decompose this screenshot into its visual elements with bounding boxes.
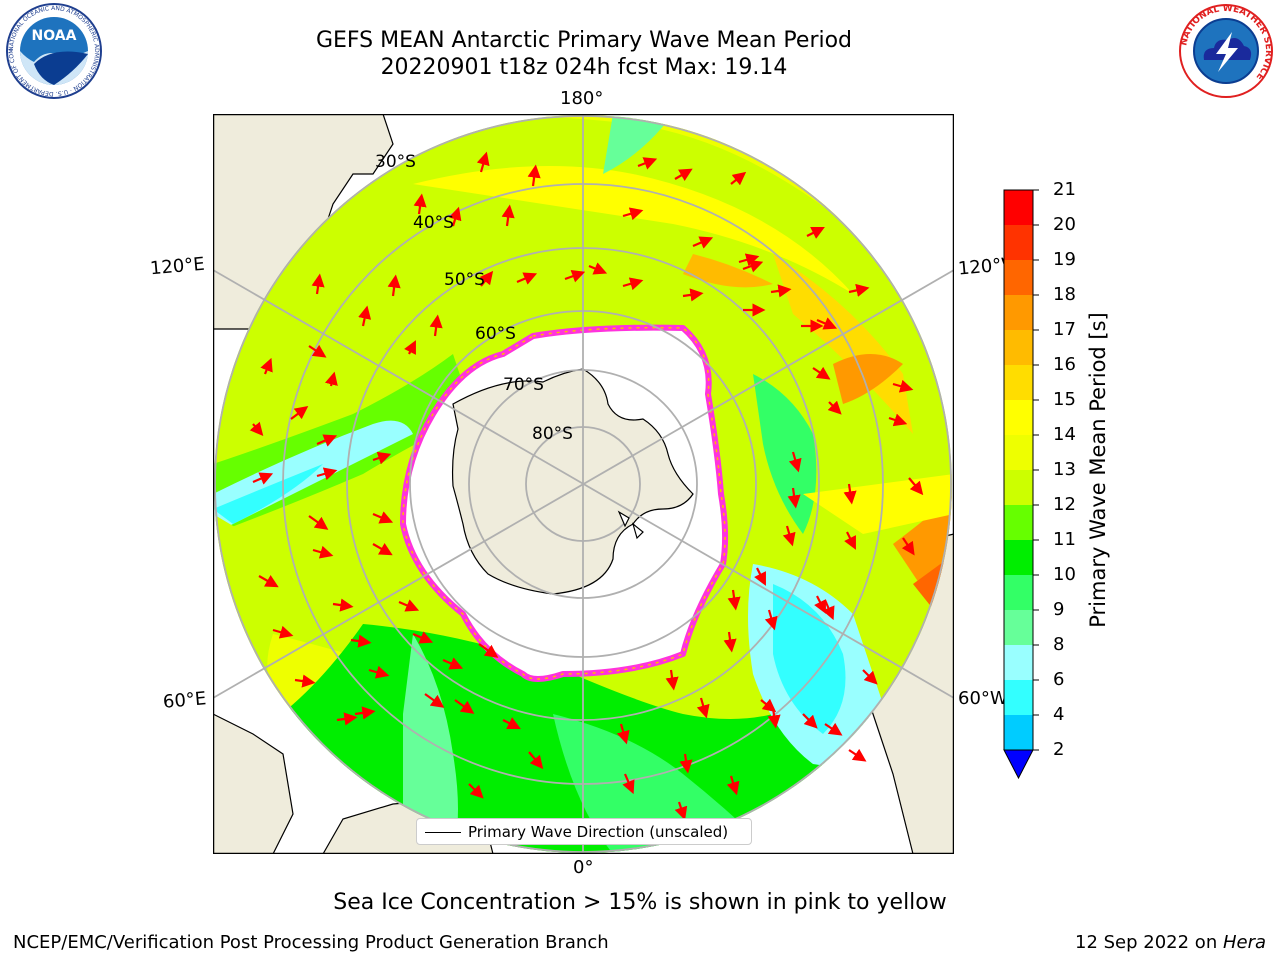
longitude-label-180: 180° — [560, 88, 604, 109]
polar-map — [213, 114, 954, 854]
colorbar-tick-label: 10 — [1053, 564, 1076, 585]
colorbar-segment — [1004, 330, 1033, 365]
colorbar-tick-label: 6 — [1053, 669, 1065, 690]
longitude-label-120e: 120°E — [149, 253, 206, 280]
map-legend: Primary Wave Direction (unscaled) — [416, 818, 752, 845]
longitude-label-60e: 60°E — [162, 688, 208, 713]
latitude-label-70s: 70°S — [503, 375, 544, 395]
colorbar-tick-label: 11 — [1053, 529, 1076, 550]
colorbar-tick-label: 4 — [1053, 704, 1065, 725]
colorbar-segment — [1004, 260, 1033, 295]
colorbar-segment — [1004, 645, 1033, 680]
colorbar-tick-label: 2 — [1053, 739, 1065, 760]
colorbar-tick-label: 18 — [1053, 284, 1076, 305]
colorbar-segment — [1004, 225, 1033, 260]
footer-date: 12 Sep 2022 on Hera — [1075, 932, 1266, 953]
colorbar — [1003, 189, 1039, 780]
footer-machine: Hera — [1222, 932, 1266, 953]
colorbar-segment — [1004, 540, 1033, 575]
footer-date-text: 12 Sep 2022 on — [1075, 932, 1223, 953]
graticule — [213, 114, 954, 854]
colorbar-tick-label: 16 — [1053, 354, 1076, 375]
sea-ice-and-antarctica — [400, 324, 729, 682]
colorbar-tick-label: 8 — [1053, 634, 1065, 655]
colorbar-tick-label: 15 — [1053, 389, 1076, 410]
small-islands — [617, 510, 644, 540]
legend-label: Primary Wave Direction (unscaled) — [468, 823, 729, 841]
colorbar-tick-label: 13 — [1053, 459, 1076, 480]
colorbar-segment — [1004, 190, 1033, 225]
noaa-logo-text: NOAA — [32, 28, 77, 44]
legend-line-swatch — [425, 832, 461, 833]
chart-subtitle: 20220901 t18z 024h fcst Max: 19.14 — [380, 55, 788, 80]
chart-title: GEFS MEAN Antarctic Primary Wave Mean Pe… — [315, 28, 853, 53]
latitude-label-30s: 30°S — [375, 152, 416, 172]
colorbar-segment — [1004, 575, 1033, 610]
sea-ice-caption: Sea Ice Concentration > 15% is shown in … — [333, 890, 947, 915]
colorbar-tick-label: 17 — [1053, 319, 1076, 340]
colorbar-tick-label: 12 — [1053, 494, 1076, 515]
colorbar-tick-label: 20 — [1053, 214, 1076, 235]
nws-logo: NATIONAL WEATHER SERVICE — [1179, 4, 1273, 98]
colorbar-segment — [1004, 610, 1033, 645]
longitude-label-60w: 60°W — [958, 688, 1008, 709]
map-frame — [213, 114, 954, 854]
footer-credit: NCEP/EMC/Verification Post Processing Pr… — [13, 932, 609, 953]
colorbar-segment — [1004, 470, 1033, 505]
colorbar-segment — [1004, 715, 1033, 750]
latitude-label-60s: 60°S — [475, 324, 516, 344]
latitude-label-50s: 50°S — [444, 270, 485, 290]
latitude-label-40s: 40°S — [413, 213, 454, 233]
colorbar-segment — [1004, 400, 1033, 435]
polar-map-canvas — [213, 114, 954, 854]
noaa-logo: NOAA NATIONAL OCEANIC AND ATMOSPHERIC AD… — [4, 2, 102, 99]
latitude-label-80s: 80°S — [532, 424, 573, 444]
colorbar-tick-label: 19 — [1053, 249, 1076, 270]
colorbar-segment — [1004, 295, 1033, 330]
colorbar-tick-label: 9 — [1053, 599, 1065, 620]
colorbar-label: Primary Wave Mean Period [s] — [1086, 312, 1110, 628]
colorbar-tick-label: 14 — [1053, 424, 1076, 445]
colorbar-segment — [1004, 365, 1033, 400]
colorbar-segment — [1004, 680, 1033, 715]
madagascar-land — [213, 713, 294, 854]
wave-direction-arrows — [249, 151, 924, 838]
colorbar-tick-label: 21 — [1053, 179, 1076, 200]
colorbar-segment — [1004, 505, 1033, 540]
longitude-label-0: 0° — [573, 857, 594, 878]
colorbar-under-triangle — [1003, 749, 1034, 780]
colorbar-segment — [1004, 435, 1033, 470]
